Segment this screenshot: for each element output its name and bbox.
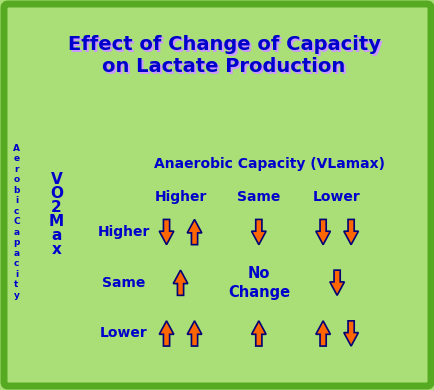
Text: x: x [52, 242, 61, 257]
FancyArrow shape [329, 270, 344, 295]
Text: c: c [14, 259, 19, 268]
FancyArrow shape [315, 220, 330, 245]
FancyArrow shape [315, 321, 330, 346]
Text: No
Change: No Change [227, 266, 289, 300]
Text: Same: Same [102, 276, 145, 290]
Text: A: A [13, 144, 20, 153]
Text: a: a [13, 228, 20, 237]
Text: C: C [13, 217, 20, 226]
Text: e: e [13, 154, 20, 163]
Text: M: M [49, 214, 64, 229]
Text: on Lactate Production: on Lactate Production [102, 57, 345, 76]
Text: a: a [13, 249, 20, 258]
Text: V: V [50, 172, 62, 187]
Text: Higher: Higher [154, 190, 206, 204]
FancyBboxPatch shape [4, 4, 430, 386]
Text: Lower: Lower [100, 326, 148, 340]
Text: r: r [14, 165, 19, 174]
Text: a: a [51, 228, 62, 243]
Text: on Lactate Production: on Lactate Production [104, 59, 347, 78]
Text: i: i [15, 270, 18, 279]
Text: Higher: Higher [98, 225, 150, 239]
FancyArrow shape [187, 220, 201, 245]
Text: Effect of Change of Capacity: Effect of Change of Capacity [69, 37, 381, 56]
Text: t: t [14, 280, 19, 289]
Text: y: y [13, 291, 20, 300]
Text: o: o [13, 175, 20, 184]
Text: c: c [14, 207, 19, 216]
Text: p: p [13, 238, 20, 247]
Text: i: i [15, 196, 18, 205]
FancyArrow shape [251, 321, 266, 346]
FancyArrow shape [343, 321, 358, 346]
FancyArrow shape [187, 321, 201, 346]
FancyArrow shape [343, 220, 358, 245]
Text: b: b [13, 186, 20, 195]
FancyArrow shape [159, 220, 174, 245]
Text: Anaerobic Capacity (VLamax): Anaerobic Capacity (VLamax) [154, 157, 385, 171]
Text: Effect of Change of Capacity: Effect of Change of Capacity [67, 35, 380, 54]
FancyArrow shape [173, 270, 187, 295]
Text: Lower: Lower [312, 190, 360, 204]
FancyArrow shape [251, 220, 266, 245]
FancyArrow shape [159, 321, 174, 346]
Text: Same: Same [237, 190, 280, 204]
Text: O: O [50, 186, 63, 201]
Text: 2: 2 [51, 200, 62, 215]
